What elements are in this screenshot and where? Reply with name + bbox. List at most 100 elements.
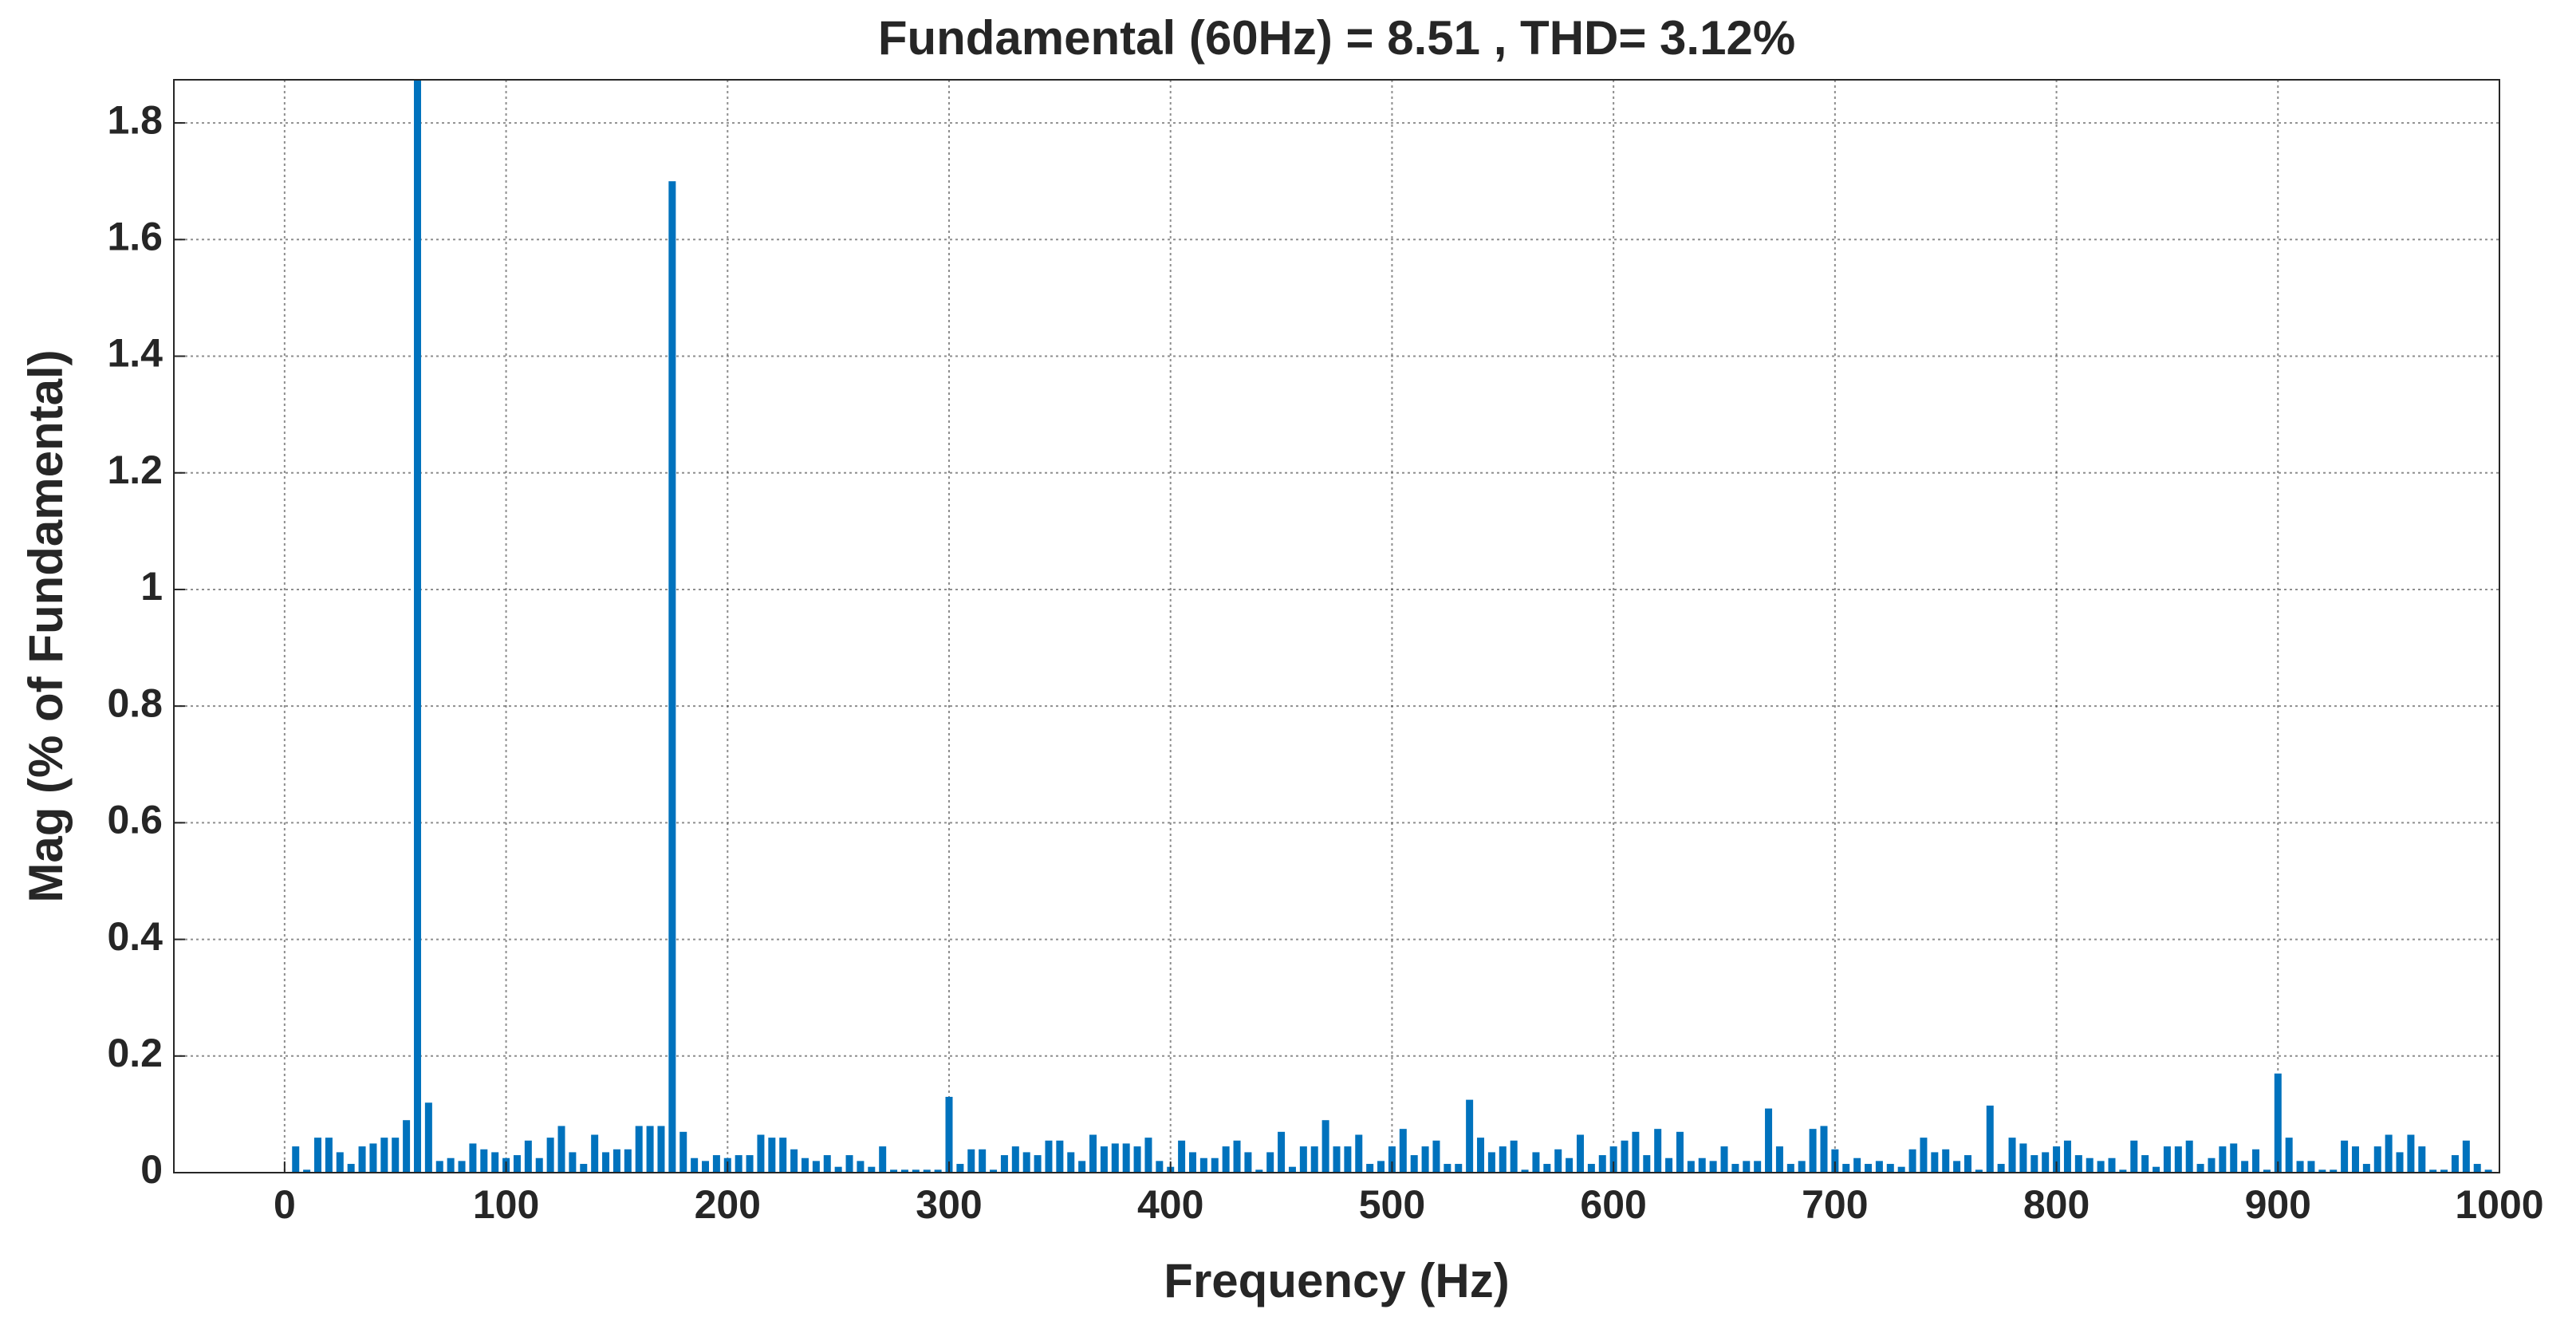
x-tick-label: 400 <box>1137 1182 1203 1227</box>
y-tick-label: 0.6 <box>107 798 163 842</box>
bar <box>612 1149 620 1173</box>
bar <box>1964 1155 1971 1173</box>
bar <box>2373 1146 2381 1173</box>
bar <box>1975 1169 1983 1173</box>
bar <box>1809 1129 1817 1173</box>
bar <box>1676 1131 1684 1173</box>
bar <box>2385 1134 2393 1173</box>
bar <box>1920 1138 1928 1173</box>
y-tick-label: 1.4 <box>107 331 163 376</box>
bar <box>1211 1157 1219 1173</box>
x-tick-label: 700 <box>1802 1182 1868 1227</box>
bars <box>292 80 2492 1173</box>
bar <box>2440 1169 2448 1173</box>
bar <box>1432 1140 1440 1173</box>
bar <box>746 1155 754 1173</box>
bar <box>2042 1152 2050 1173</box>
bar <box>2407 1134 2415 1173</box>
bar <box>1743 1161 1751 1173</box>
bar <box>591 1134 599 1173</box>
x-tick-label: 0 <box>274 1182 296 1227</box>
bar <box>2230 1143 2238 1173</box>
bar <box>1554 1149 1562 1173</box>
bar <box>1665 1157 1673 1173</box>
bar <box>668 181 676 1173</box>
bar <box>1986 1105 1994 1173</box>
bar <box>956 1164 964 1173</box>
bar <box>1266 1152 1274 1173</box>
bar <box>1886 1164 1894 1173</box>
bar <box>1233 1140 1241 1173</box>
bar <box>2008 1138 2016 1173</box>
bar <box>2108 1157 2116 1173</box>
bar <box>1754 1161 1762 1173</box>
bar <box>1122 1143 1130 1173</box>
bar <box>546 1138 554 1173</box>
bar <box>635 1126 643 1173</box>
bar <box>1067 1152 1075 1173</box>
bar <box>2341 1140 2349 1173</box>
bar <box>1654 1129 1662 1173</box>
bar <box>1477 1138 1485 1173</box>
bar <box>491 1152 499 1173</box>
bar <box>403 1120 411 1173</box>
bar <box>757 1134 765 1173</box>
bar <box>2019 1143 2027 1173</box>
bar <box>535 1157 543 1173</box>
bar <box>513 1155 521 1173</box>
bar <box>1598 1155 1606 1173</box>
bar <box>303 1169 311 1173</box>
x-axis-label: Frequency (Hz) <box>1164 1254 1509 1307</box>
x-tick-label: 200 <box>695 1182 761 1227</box>
bar <box>2130 1140 2138 1173</box>
bar <box>2053 1146 2061 1173</box>
bar <box>845 1155 853 1173</box>
bar <box>1388 1146 1396 1173</box>
bar <box>2285 1138 2293 1173</box>
bar <box>1687 1161 1695 1173</box>
bar <box>1643 1155 1651 1173</box>
chart-title: Fundamental (60Hz) = 8.51 , THD= 3.12% <box>878 11 1795 65</box>
bar <box>2119 1169 2127 1173</box>
bar <box>1321 1120 1329 1173</box>
bar <box>1089 1134 1097 1173</box>
bar <box>424 1102 432 1173</box>
bar <box>768 1138 776 1173</box>
bar <box>2418 1146 2426 1173</box>
plot-frame <box>173 79 2500 1173</box>
y-tick-label: 1 <box>140 564 163 609</box>
bar <box>569 1152 577 1173</box>
bar <box>1786 1164 1794 1173</box>
x-tick-label: 500 <box>1359 1182 1425 1227</box>
bar <box>1566 1157 1574 1173</box>
bar <box>1144 1138 1152 1173</box>
bar <box>2074 1155 2082 1173</box>
bar <box>1709 1161 1717 1173</box>
bar <box>1199 1157 1207 1173</box>
bar <box>1333 1146 1341 1173</box>
y-tick-label: 1.2 <box>107 448 163 492</box>
bar <box>469 1143 477 1173</box>
bar <box>1587 1164 1595 1173</box>
bar <box>2296 1161 2304 1173</box>
bar <box>2263 1169 2271 1173</box>
bar <box>369 1143 377 1173</box>
bar <box>325 1138 333 1173</box>
bar <box>712 1155 720 1173</box>
bar <box>1045 1140 1053 1173</box>
bar <box>1908 1149 1916 1173</box>
bar <box>790 1149 798 1173</box>
bar <box>1532 1152 1540 1173</box>
bar <box>2063 1140 2071 1173</box>
bar <box>1842 1164 1850 1173</box>
y-axis-label: Mag (% of Fundamental) <box>19 349 73 902</box>
bar <box>2241 1161 2249 1173</box>
bar <box>857 1161 865 1173</box>
bar <box>2351 1146 2359 1173</box>
bar <box>1444 1164 1451 1173</box>
bar <box>1000 1155 1008 1173</box>
x-tick-label: 1000 <box>2455 1182 2543 1227</box>
bar <box>1288 1166 1296 1173</box>
bar <box>1022 1152 1030 1173</box>
